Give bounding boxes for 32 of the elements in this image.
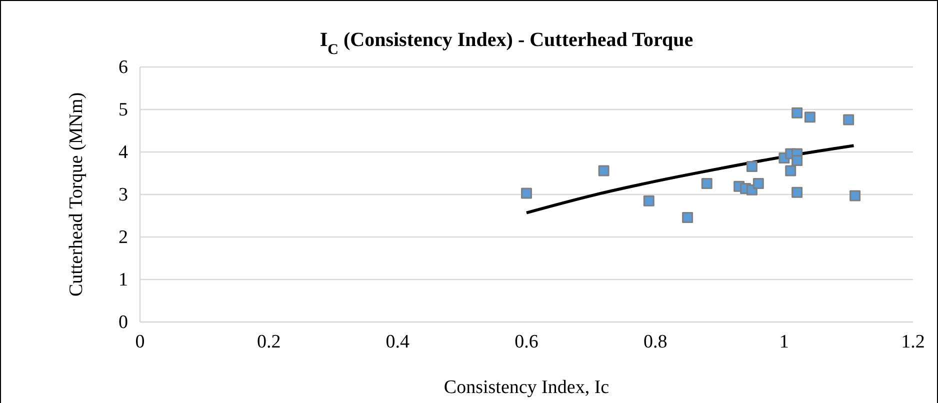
point xyxy=(746,160,758,172)
x-tick-label: 0.8 xyxy=(643,331,668,352)
point xyxy=(804,112,816,123)
y-tick-label: 5 xyxy=(118,100,128,121)
line-series xyxy=(525,144,856,214)
point xyxy=(792,107,803,118)
y-tick-label: 1 xyxy=(118,270,128,291)
point xyxy=(843,114,854,126)
x-tick-label: 0.4 xyxy=(386,331,410,352)
y-tick-label: 2 xyxy=(118,227,128,248)
point xyxy=(792,186,803,198)
x-axis-title: Consistency Index, Ic xyxy=(444,377,610,398)
y-tick-label: 6 xyxy=(118,57,128,78)
y-tick-label: 3 xyxy=(118,184,128,206)
point xyxy=(752,178,764,189)
point xyxy=(521,188,532,199)
point xyxy=(598,165,610,176)
point xyxy=(682,212,694,223)
x-tick-label: 1.2 xyxy=(901,331,925,352)
point xyxy=(785,165,796,176)
x-tick-label: 0.6 xyxy=(514,331,538,352)
x-tick-label: 1 xyxy=(779,331,789,352)
point xyxy=(792,155,803,166)
y-axis-title: Cutterhead Torque (MNm) xyxy=(66,92,87,297)
x-tick-label: 0 xyxy=(135,331,145,352)
chart-title: I$_{C}$ (Consistency Index) - Cutterhead Torque xyxy=(320,29,694,58)
y-tick-label: 0 xyxy=(118,312,128,334)
y-tick-label: 4 xyxy=(118,142,128,164)
x-tick-label: 0.2 xyxy=(256,331,281,352)
point xyxy=(701,178,712,189)
point xyxy=(850,190,861,202)
point xyxy=(643,195,654,206)
